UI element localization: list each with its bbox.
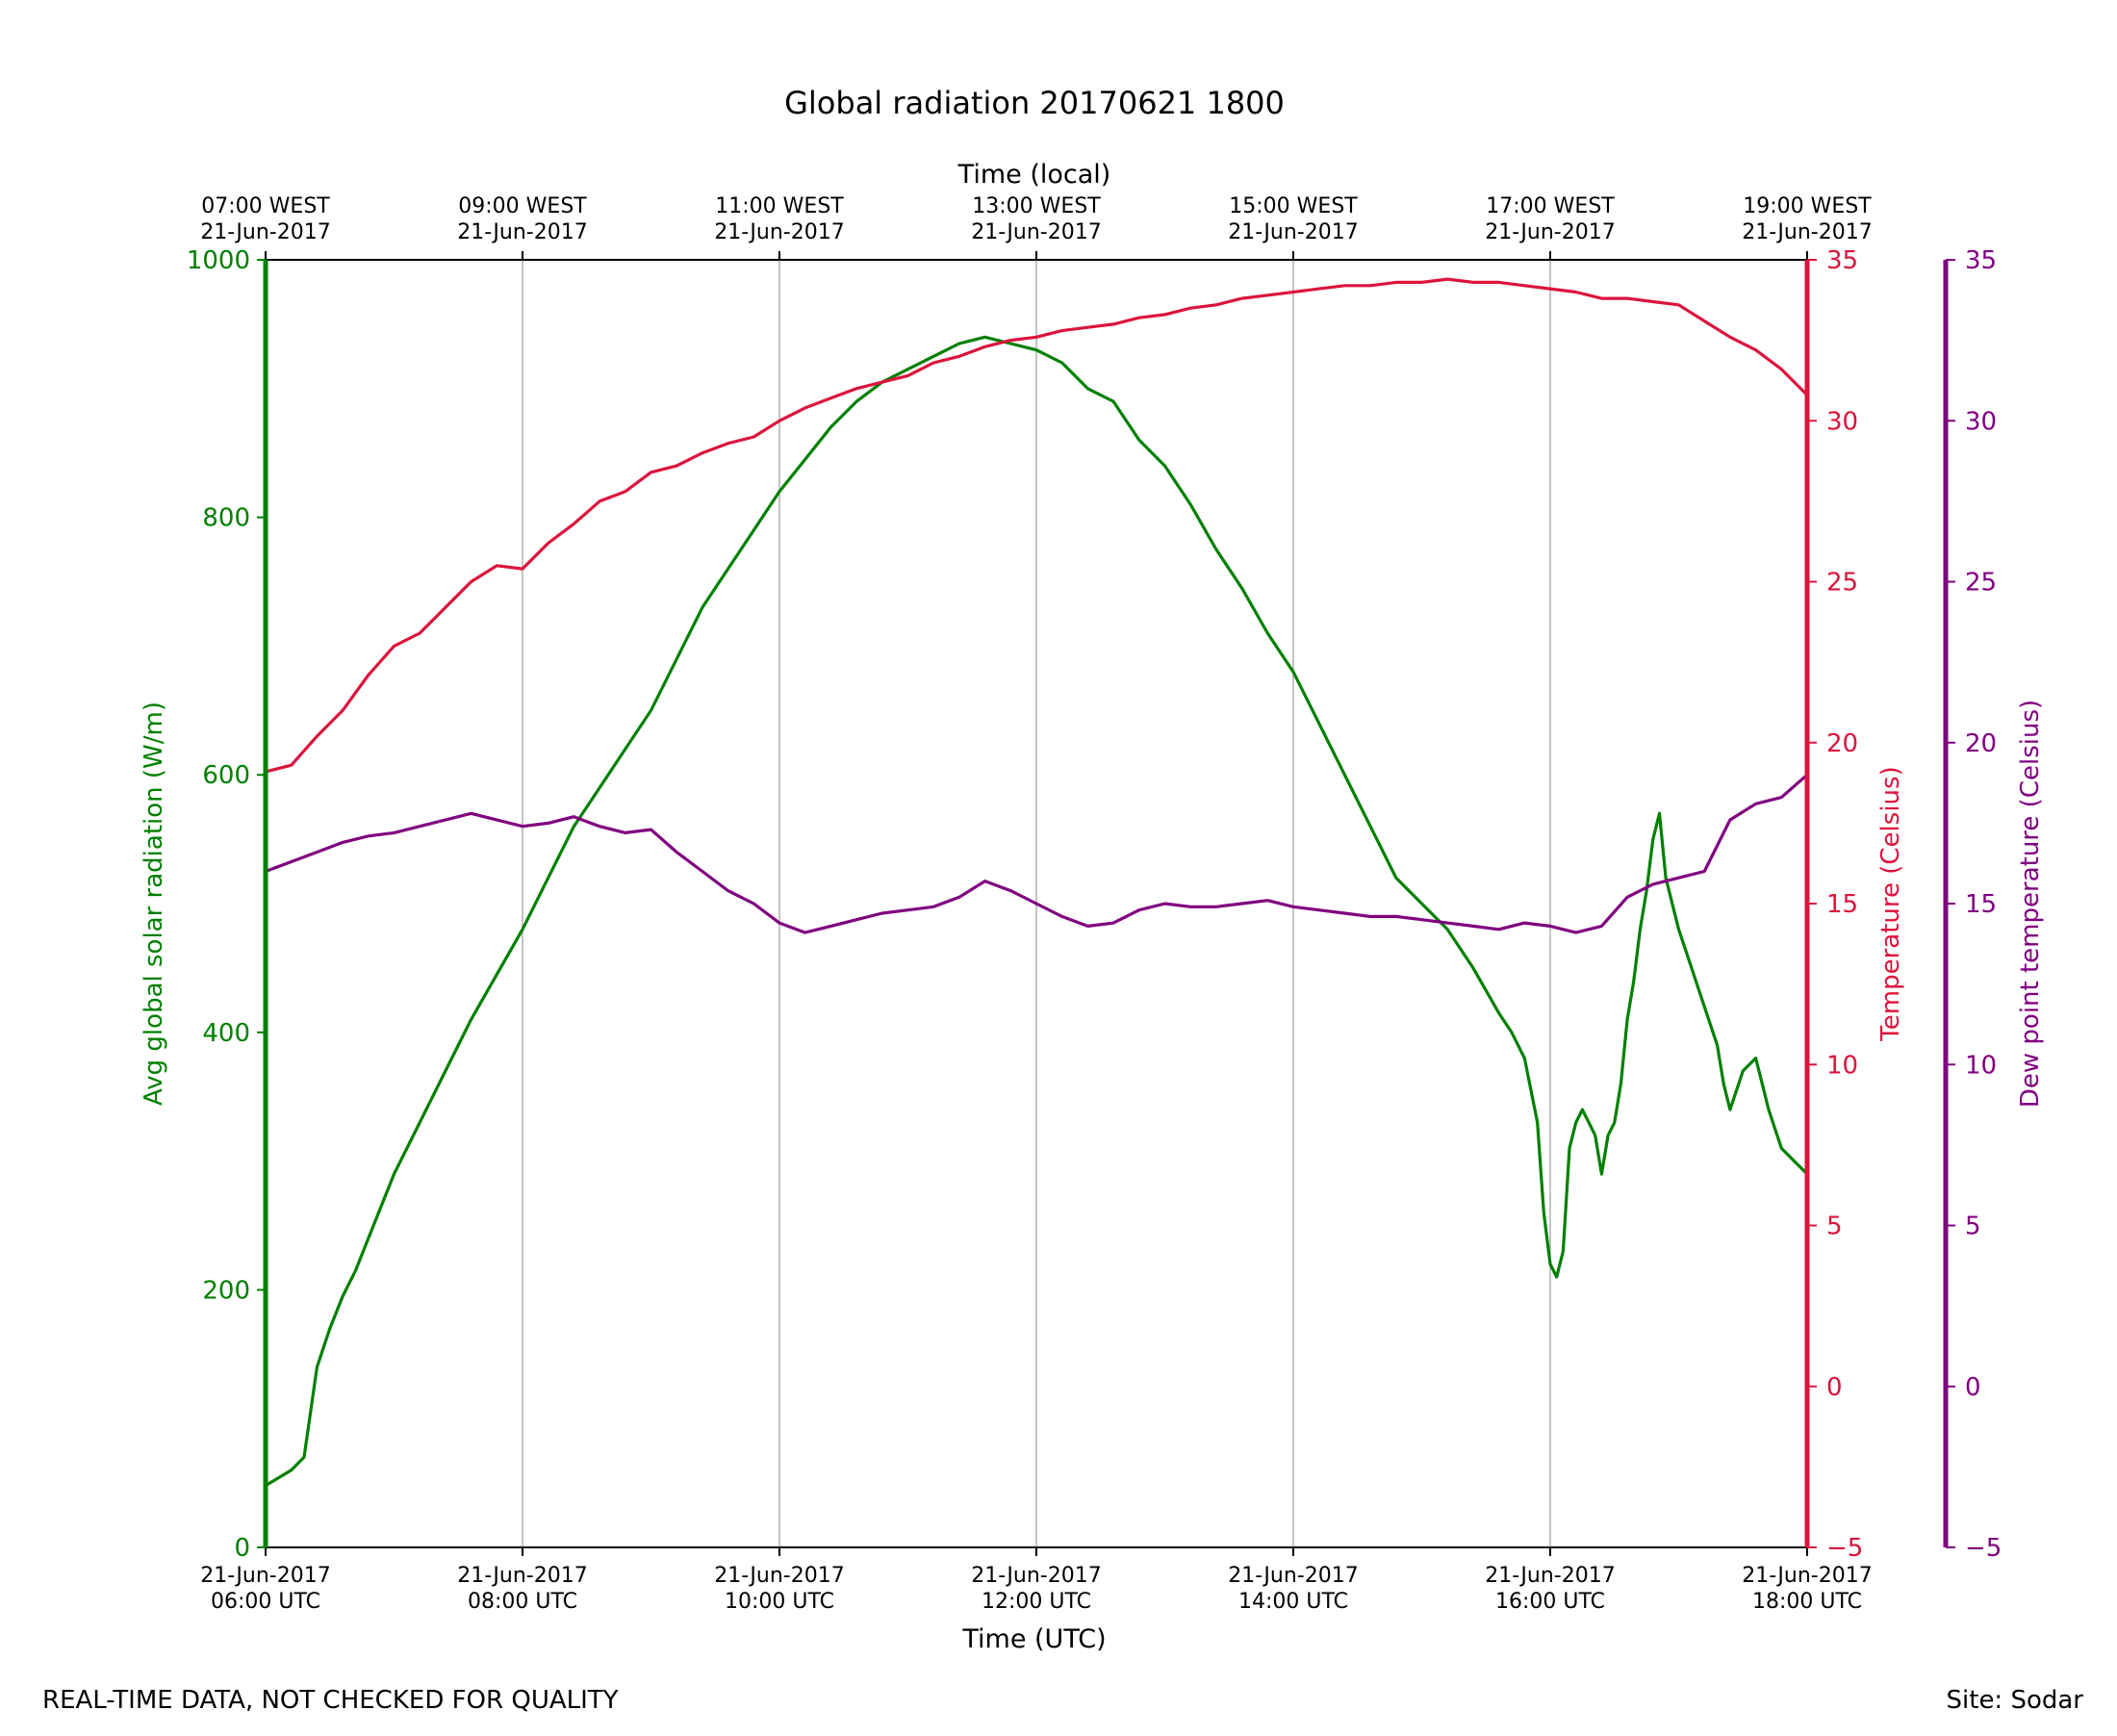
x-tick-time-label: 18:00 UTC	[1752, 1590, 1862, 1614]
x-tick-date-label: 21-Jun-2017	[200, 1564, 330, 1588]
x-tick-date-label: 21-Jun-2017	[1228, 1564, 1358, 1588]
radiation-tick-label: 800	[202, 504, 250, 533]
radiation-tick-label: 0	[234, 1534, 250, 1563]
footer-quality-note: REAL-TIME DATA, NOT CHECKED FOR QUALITY	[42, 1686, 619, 1715]
radiation-tick-label: 400	[202, 1019, 250, 1048]
top-tick-time-label: 11:00 WEST	[715, 194, 844, 218]
x-tick-time-label: 08:00 UTC	[468, 1590, 577, 1614]
dewpoint-tick-label: −5	[1965, 1534, 2002, 1563]
top-tick-date-label: 21-Jun-2017	[1485, 220, 1615, 244]
top-tick-time-label: 17:00 WEST	[1486, 194, 1615, 218]
top-tick-time-label: 09:00 WEST	[458, 194, 587, 218]
temperature-tick-label: −5	[1826, 1534, 1863, 1563]
radiation-tick-label: 1000	[187, 246, 250, 275]
temperature-tick-label: 15	[1826, 890, 1858, 919]
x-tick-time-label: 12:00 UTC	[982, 1590, 1091, 1614]
top-axis-label: Time (local)	[957, 160, 1111, 190]
chart-title: Global radiation 20170621 1800	[784, 85, 1285, 121]
bottom-axis-label: Time (UTC)	[961, 1624, 1106, 1654]
top-tick-date-label: 21-Jun-2017	[714, 220, 844, 244]
temperature-tick-label: 0	[1826, 1373, 1843, 1402]
temperature-tick-label: 30	[1826, 407, 1858, 436]
footer-site-label: Site: Sodar	[1947, 1686, 2084, 1715]
x-tick-time-label: 06:00 UTC	[211, 1590, 320, 1614]
temperature-tick-label: 20	[1826, 729, 1858, 758]
dewpoint-tick-label: 10	[1965, 1051, 1997, 1080]
x-tick-date-label: 21-Jun-2017	[457, 1564, 587, 1588]
top-tick-time-label: 07:00 WEST	[201, 194, 330, 218]
top-tick-date-label: 21-Jun-2017	[1228, 220, 1358, 244]
temperature-series-line	[265, 277, 1809, 774]
x-tick-date-label: 21-Jun-2017	[971, 1564, 1101, 1588]
radiation-tick-label: 600	[202, 761, 250, 790]
x-tick-time-label: 10:00 UTC	[725, 1590, 834, 1614]
x-tick-date-label: 21-Jun-2017	[1742, 1564, 1872, 1588]
dewpoint-axis-label: Dew point temperature (Celsius)	[2016, 700, 2045, 1108]
temperature-tick-label: 10	[1826, 1051, 1858, 1080]
top-tick-time-label: 19:00 WEST	[1743, 194, 1872, 218]
series-lines	[265, 277, 1809, 1488]
dewpoint-tick-label: 20	[1965, 729, 1997, 758]
x-tick-time-label: 14:00 UTC	[1238, 1590, 1348, 1614]
x-tick-date-label: 21-Jun-2017	[1485, 1564, 1615, 1588]
temperature-axis-label: Temperature (Celsius)	[1876, 766, 1905, 1041]
temperature-tick-label: 25	[1826, 569, 1858, 598]
x-tick-time-label: 16:00 UTC	[1495, 1590, 1605, 1614]
top-tick-time-label: 15:00 WEST	[1229, 194, 1358, 218]
top-tick-date-label: 21-Jun-2017	[457, 220, 587, 244]
top-tick-date-label: 21-Jun-2017	[971, 220, 1101, 244]
top-tick-date-label: 21-Jun-2017	[1742, 220, 1872, 244]
temperature-tick-label: 35	[1826, 246, 1858, 275]
top-tick-date-label: 21-Jun-2017	[200, 220, 330, 244]
radiation-tick-label: 200	[202, 1276, 250, 1305]
temperature-tick-label: 5	[1826, 1213, 1843, 1241]
dewpoint-series-line	[265, 773, 1809, 934]
dewpoint-tick-label: 30	[1965, 407, 1997, 436]
x-tick-date-label: 21-Jun-2017	[714, 1564, 844, 1588]
dewpoint-tick-label: 0	[1965, 1373, 1981, 1402]
dewpoint-tick-label: 25	[1965, 569, 1997, 598]
dewpoint-tick-label: 15	[1965, 890, 1997, 919]
dewpoint-tick-label: 35	[1965, 246, 1997, 275]
radiation-axis-label: Avg global solar radiation (W/m)	[140, 702, 168, 1106]
dewpoint-tick-label: 5	[1965, 1213, 1981, 1241]
top-tick-time-label: 13:00 WEST	[972, 194, 1101, 218]
radiation-series-line	[265, 335, 1809, 1488]
